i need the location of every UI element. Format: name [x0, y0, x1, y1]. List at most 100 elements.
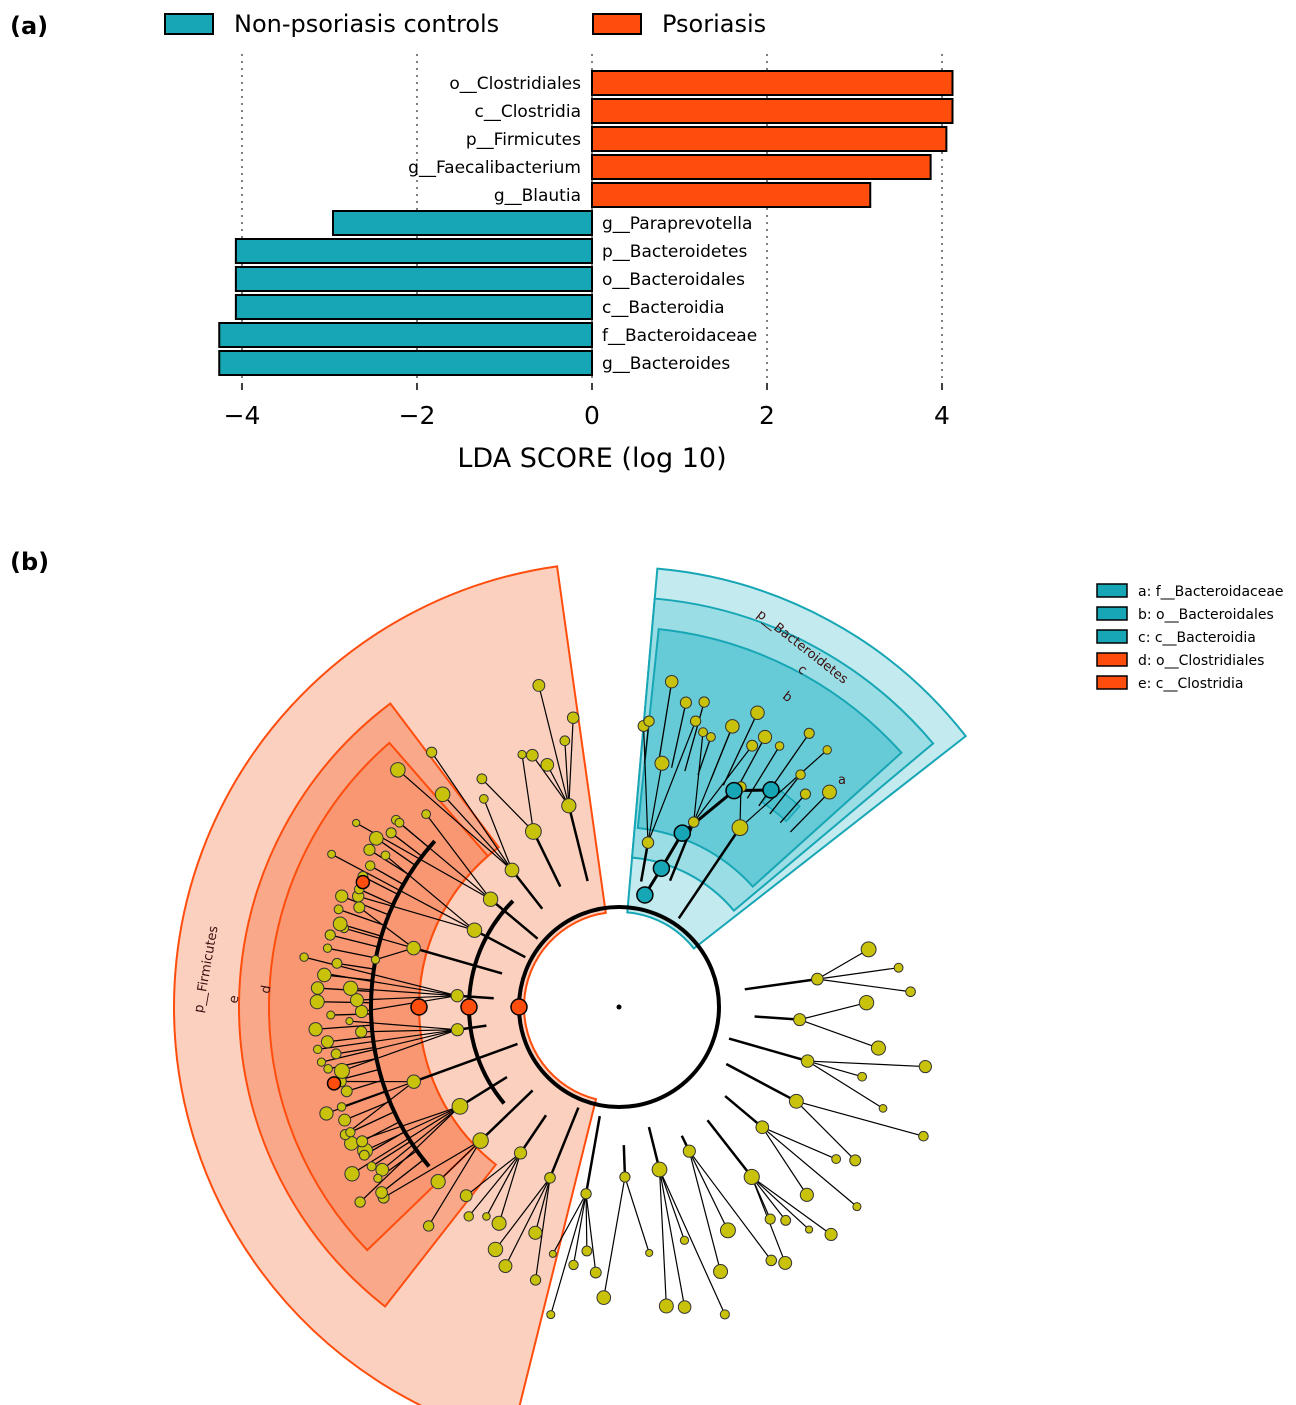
tree-node	[795, 769, 806, 780]
tree-node	[852, 1202, 862, 1212]
tree-node	[905, 986, 916, 998]
branch	[751, 1176, 787, 1221]
branch	[658, 1169, 726, 1315]
branch	[807, 1060, 863, 1078]
tree-node	[513, 1146, 528, 1160]
tree-node	[335, 889, 349, 903]
branch	[371, 1140, 411, 1167]
branch	[807, 1060, 884, 1109]
tree-node	[679, 1235, 690, 1245]
branch	[688, 1150, 729, 1231]
branch	[751, 1176, 832, 1235]
tree-node	[529, 1274, 542, 1286]
branch	[381, 1159, 424, 1194]
branch	[546, 764, 570, 807]
branch	[568, 717, 574, 806]
tree-node	[800, 1054, 815, 1068]
tree-node	[364, 860, 376, 871]
tree-node	[380, 850, 391, 861]
tree-node	[719, 1309, 730, 1320]
tree-node	[450, 989, 464, 1003]
tree-node-firmicutes	[355, 874, 371, 890]
tree-node	[561, 798, 577, 814]
branch	[761, 1126, 858, 1208]
branch	[677, 826, 742, 919]
tree-node	[755, 1120, 770, 1135]
tree-node	[356, 1135, 369, 1148]
branch	[383, 1140, 481, 1199]
branch	[693, 732, 704, 823]
branch	[534, 1177, 551, 1281]
branch	[489, 898, 539, 940]
branch	[796, 1100, 924, 1137]
branch	[585, 1193, 588, 1251]
branch	[331, 853, 475, 931]
tree-node	[713, 1264, 729, 1280]
branch	[431, 751, 513, 871]
branch	[344, 1081, 415, 1136]
tree-node	[799, 788, 812, 800]
tree-node	[689, 715, 702, 727]
tree-node	[799, 1187, 814, 1202]
branch	[521, 754, 534, 832]
tree-node	[363, 843, 376, 856]
tree-node	[677, 1300, 692, 1314]
tree-node	[319, 1106, 334, 1121]
branch	[817, 978, 911, 993]
bar-label: p__Bacteroidetes	[602, 242, 747, 262]
tree-node	[764, 1213, 776, 1225]
tree-node	[544, 1171, 556, 1184]
branch	[658, 1169, 686, 1308]
branch	[799, 1002, 867, 1021]
tree-node	[390, 762, 406, 778]
tree-node	[375, 1162, 390, 1177]
branch	[425, 813, 492, 900]
branch	[390, 832, 423, 857]
cladogram-legend-swatch	[1096, 606, 1128, 621]
branch	[385, 854, 475, 931]
branch	[465, 1152, 521, 1197]
branch	[519, 1114, 548, 1154]
branch	[413, 1042, 518, 1083]
tree-node	[482, 891, 499, 907]
tree-node	[589, 1266, 602, 1279]
tree-node	[358, 1149, 370, 1161]
branch	[361, 995, 458, 1013]
bar	[591, 98, 954, 124]
tree-node	[425, 746, 438, 758]
cladogram-legend-swatch	[1096, 629, 1128, 644]
tree-node	[658, 1298, 674, 1314]
branch	[670, 702, 687, 768]
bar	[234, 266, 593, 292]
tree-node	[849, 1154, 862, 1167]
branch	[688, 1151, 722, 1272]
legend-swatch	[164, 13, 214, 35]
tree-node	[368, 830, 384, 846]
cladogram-legend-swatch	[1096, 675, 1128, 690]
branch	[350, 1111, 395, 1133]
branch	[658, 1169, 686, 1241]
branch	[722, 712, 759, 786]
bar	[218, 322, 593, 348]
branch	[817, 948, 869, 980]
tree-node	[385, 827, 397, 839]
tree-node	[651, 1161, 668, 1178]
branch	[350, 987, 458, 997]
branch	[483, 798, 513, 871]
bar	[591, 154, 932, 180]
branch	[746, 745, 781, 799]
cladogram-legend-swatch	[1096, 583, 1128, 598]
legend-swatch	[592, 13, 642, 35]
cladogram-legend: a: f__Bacteroidaceae b: o__Bacteroidalesc…	[1096, 583, 1284, 692]
tree-node	[528, 1225, 543, 1240]
tree-node	[679, 696, 693, 709]
tree-node	[596, 1290, 612, 1305]
bar-label: g__Paraprevotella	[602, 214, 752, 234]
panel-a-label: (a)	[10, 12, 48, 40]
branch	[369, 849, 410, 876]
branch	[799, 1019, 879, 1049]
branch	[358, 906, 414, 949]
x-tick-label: −2	[399, 401, 436, 430]
